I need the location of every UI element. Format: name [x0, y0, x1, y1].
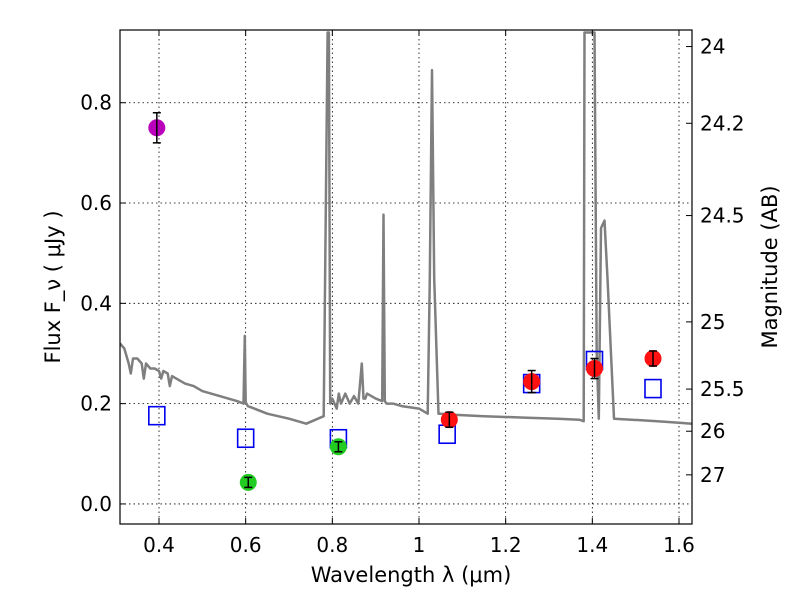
y-tick-label: 0.4 [80, 291, 112, 315]
plot-area [120, 31, 692, 491]
model-photometry-square [644, 378, 662, 399]
y2-tick-label: 25.5 [700, 377, 745, 401]
x-tick-label: 1 [413, 533, 426, 557]
y2-tick-label: 26 [700, 419, 725, 443]
y-tick-label: 0.6 [80, 191, 112, 215]
x-tick-label: 0.8 [316, 533, 348, 557]
x-tick-label: 0.6 [230, 533, 262, 557]
y2-tick-label: 24.5 [700, 204, 745, 228]
grid-lines [120, 30, 692, 524]
y2-tick-label: 27 [700, 463, 725, 487]
y-axis-label: Flux F_ν ( μJy ) [41, 210, 66, 363]
y2-axis-label: Magnitude (AB) [758, 185, 782, 348]
y2-tick-label: 25 [700, 310, 725, 334]
x-tick-label: 1.2 [490, 533, 522, 557]
y-tick-label: 0.0 [80, 492, 112, 516]
model-spectrum-line [120, 31, 692, 425]
model-photometry-square [148, 405, 166, 426]
x-tick-label: 1.6 [663, 533, 695, 557]
y-tick-label: 0.2 [80, 392, 112, 416]
y-tick-label: 0.8 [80, 91, 112, 115]
axis-ticks: 0.4 0.6 0.8 1 1.2 1.4 1.6 0.0 0.2 0.4 0.6 0.8 24 24.2… [80, 30, 745, 557]
y2-tick-label: 24 [700, 35, 725, 59]
x-tick-label: 1.4 [576, 533, 608, 557]
y2-tick-label: 24.2 [700, 111, 745, 135]
plot-frame [119, 29, 693, 525]
x-tick-label: 0.4 [143, 533, 175, 557]
x-axis-label: Wavelength λ (μm) [311, 563, 512, 587]
model-photometry-square [236, 428, 255, 449]
